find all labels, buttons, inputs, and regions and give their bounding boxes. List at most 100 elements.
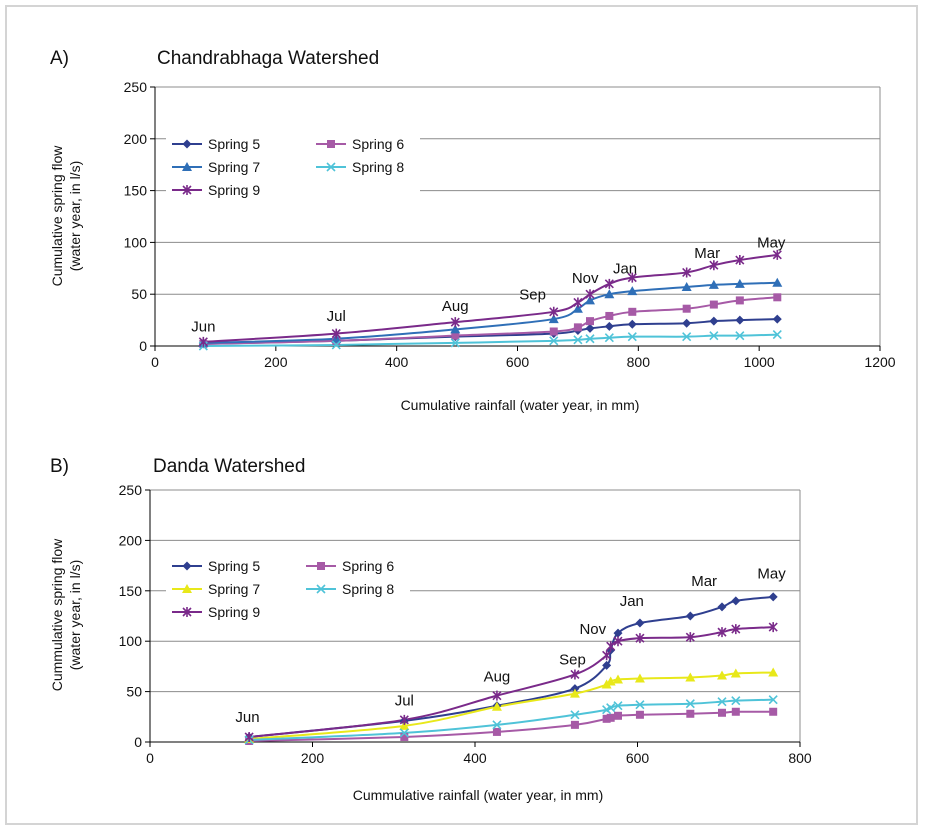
data-point	[450, 317, 460, 328]
data-point	[769, 707, 778, 716]
data-point	[635, 618, 645, 628]
data-point	[602, 714, 611, 723]
y-tick-label: 0	[134, 734, 142, 750]
data-point	[635, 633, 645, 644]
x-tick-label: 600	[626, 750, 650, 766]
month-label: Jun	[235, 709, 259, 726]
data-point	[604, 278, 614, 289]
data-point	[573, 323, 582, 332]
data-point	[717, 602, 727, 612]
data-point	[450, 338, 460, 348]
data-point	[604, 333, 614, 343]
data-point	[735, 255, 745, 266]
month-label: Nov	[572, 270, 599, 287]
data-point	[709, 316, 719, 326]
series-line-spring-9	[203, 253, 778, 343]
legend-marker	[182, 584, 192, 593]
legend-entry: Spring 9	[208, 604, 260, 620]
month-label: Jan	[613, 261, 637, 278]
data-point	[627, 286, 638, 296]
month-label: Jul	[327, 308, 346, 325]
data-point	[772, 330, 782, 340]
data-point	[731, 707, 740, 716]
data-point	[586, 317, 594, 326]
data-point	[628, 307, 637, 316]
data-point	[572, 303, 583, 313]
data-point	[613, 628, 623, 638]
data-point	[548, 314, 559, 324]
data-point	[735, 331, 745, 341]
data-point	[681, 281, 692, 291]
month-label: May	[757, 235, 786, 252]
data-point	[613, 701, 623, 711]
data-point	[731, 624, 741, 635]
data-point	[605, 311, 614, 320]
data-point	[772, 277, 783, 287]
x-axis-label: Cummulative rainfall (water year, in mm)	[353, 787, 604, 803]
month-label: Mar	[691, 573, 717, 590]
data-point	[606, 713, 615, 722]
data-point	[492, 720, 502, 730]
data-point	[399, 728, 409, 738]
legend-marker	[317, 562, 325, 570]
data-point	[685, 672, 696, 682]
data-point	[549, 336, 559, 346]
data-point	[682, 332, 692, 342]
month-label: Aug	[484, 669, 511, 686]
chart-chandrabhaga: A) Chandrabhaga Watershed 0 50 100 150 200 250 0…	[49, 48, 896, 413]
data-point	[613, 636, 623, 647]
y-tick-label: 250	[119, 482, 143, 498]
y-tick-label: 0	[139, 338, 147, 354]
legend-entry: Spring 8	[342, 581, 394, 597]
data-point	[717, 670, 727, 680]
x-axis-label: Cumulative rainfall (water year, in mm)	[401, 397, 640, 413]
x-tick-label: 1000	[744, 354, 775, 370]
data-point	[685, 699, 695, 709]
data-point	[685, 632, 695, 643]
chart-danda: B) Danda Watershed 0 50 100 150 200 250 0 200 400 6…	[49, 456, 812, 803]
data-point	[734, 278, 745, 288]
data-point	[709, 300, 718, 309]
month-label: Sep	[559, 651, 586, 668]
data-point	[682, 267, 692, 278]
month-label: May	[757, 566, 786, 583]
legend-background	[166, 552, 410, 626]
data-point	[198, 336, 208, 347]
data-point	[731, 696, 741, 706]
data-point	[399, 714, 409, 725]
panel-label: B)	[50, 456, 69, 477]
data-point	[492, 727, 501, 736]
y-tick-label: 100	[124, 234, 148, 250]
legend-marker	[182, 185, 192, 195]
data-point	[331, 328, 341, 339]
data-point	[717, 627, 727, 638]
y-tick-label: 250	[124, 79, 148, 95]
legend-entry: Spring 5	[208, 558, 260, 574]
data-point	[450, 324, 461, 334]
y-axis-label: Cummulative spring flow	[49, 538, 65, 691]
data-point	[549, 306, 559, 317]
x-tick-label: 200	[301, 750, 325, 766]
data-point	[585, 334, 595, 344]
data-point	[570, 684, 580, 694]
data-point	[602, 650, 612, 661]
data-point	[627, 272, 637, 283]
y-tick-label: 150	[119, 583, 143, 599]
data-point	[606, 703, 616, 713]
legend-entry: Spring 5	[208, 136, 260, 152]
x-tick-label: 400	[463, 750, 487, 766]
data-point	[400, 732, 409, 741]
data-point	[682, 318, 692, 328]
data-point	[730, 668, 741, 678]
data-point	[685, 611, 695, 621]
data-point	[399, 720, 410, 730]
legend-entry: Spring 7	[208, 159, 260, 175]
data-point	[570, 669, 580, 680]
data-point	[635, 710, 644, 719]
month-label: Sep	[519, 286, 546, 303]
data-point	[717, 697, 727, 707]
data-point	[718, 708, 726, 717]
y-tick-label: 200	[119, 532, 143, 548]
x-tick-label: 400	[385, 354, 409, 370]
data-point	[585, 295, 595, 305]
